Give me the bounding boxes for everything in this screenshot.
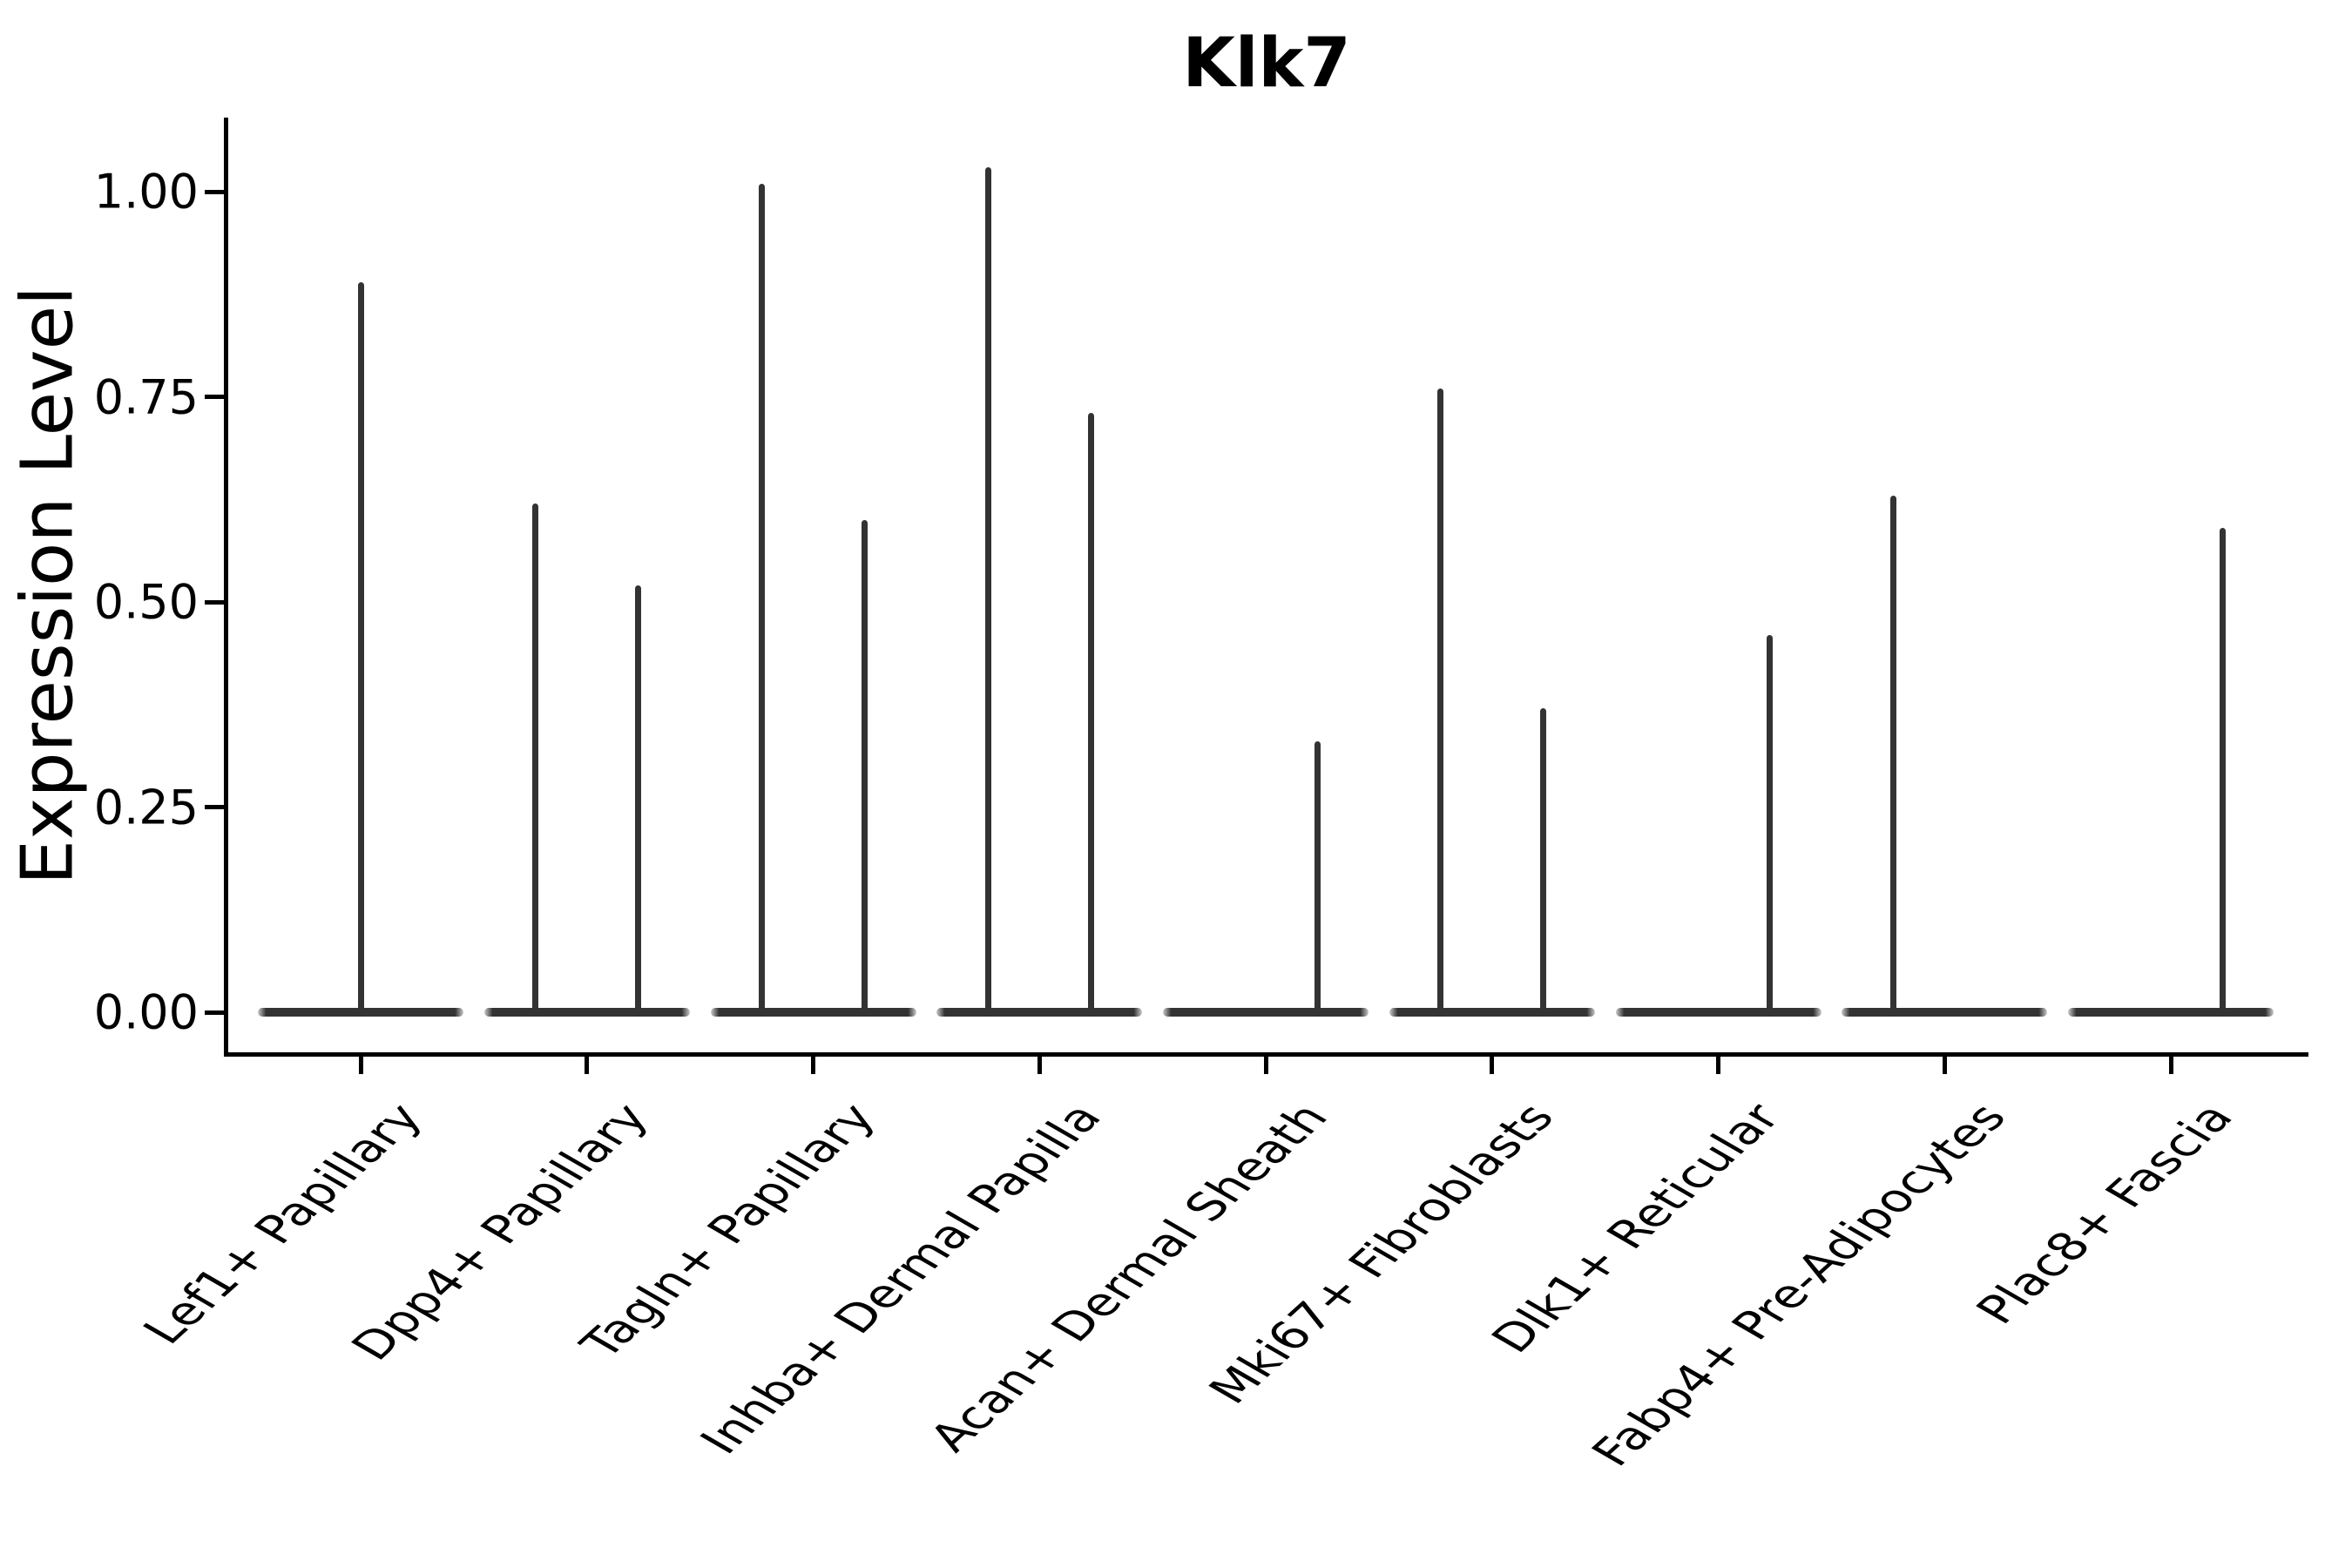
violin-spike-left bbox=[1889, 495, 1896, 1016]
x-axis-spine bbox=[224, 1052, 2308, 1057]
x-tick-mark bbox=[1942, 1055, 1947, 1074]
violin-spike-right bbox=[1087, 413, 1094, 1016]
x-tick-label: Inhba+ Dermal Papilla bbox=[689, 1096, 1113, 1463]
y-tick-label: 0.50 bbox=[93, 574, 199, 630]
violin-spike-right bbox=[862, 519, 868, 1016]
violin-base bbox=[936, 1008, 1143, 1017]
y-tick-mark bbox=[205, 1010, 224, 1015]
x-tick-mark bbox=[1490, 1055, 1495, 1074]
x-tick-mark bbox=[1716, 1055, 1720, 1074]
y-tick-label: 0.00 bbox=[93, 984, 199, 1040]
violin-spike-left bbox=[759, 183, 765, 1016]
violin-spike-right bbox=[1314, 741, 1321, 1016]
chart-title: Klk7 bbox=[1182, 24, 1351, 103]
y-tick-mark bbox=[205, 805, 224, 809]
violin-spike-left bbox=[532, 503, 539, 1016]
y-tick-label: 1.00 bbox=[93, 164, 199, 220]
x-tick-mark bbox=[1037, 1055, 1042, 1074]
y-tick-mark bbox=[205, 599, 224, 605]
violin-spike-left bbox=[984, 166, 991, 1016]
violin-spike-left bbox=[1437, 389, 1444, 1016]
x-tick-mark bbox=[2168, 1055, 2173, 1074]
violin-spike-center bbox=[357, 281, 364, 1016]
y-tick-label: 0.75 bbox=[93, 369, 199, 424]
y-tick-mark bbox=[205, 395, 224, 399]
violin-spike-right bbox=[635, 585, 642, 1016]
violin-base bbox=[1615, 1008, 1821, 1017]
y-axis-spine bbox=[224, 118, 228, 1057]
y-tick-label: 0.25 bbox=[93, 780, 199, 835]
violin-base bbox=[1389, 1008, 1595, 1017]
violin-base bbox=[1163, 1008, 1369, 1017]
x-tick-mark bbox=[358, 1055, 363, 1074]
violin-base bbox=[710, 1008, 916, 1017]
x-tick-label: Fabp4+ Pre-Adipocytes bbox=[1580, 1096, 2018, 1475]
x-tick-label: Acan+ Dermal Sheath bbox=[917, 1096, 1340, 1460]
x-tick-mark bbox=[585, 1055, 590, 1074]
x-tick-mark bbox=[1263, 1055, 1268, 1074]
violin-base bbox=[483, 1008, 690, 1017]
x-tick-mark bbox=[811, 1055, 815, 1074]
violin-base bbox=[1842, 1008, 2048, 1017]
y-tick-mark bbox=[205, 189, 224, 194]
violin-base bbox=[2068, 1008, 2274, 1017]
violin-spike-right bbox=[1767, 634, 1773, 1016]
violin-spike-right bbox=[1540, 708, 1547, 1016]
violin-spike-right bbox=[2219, 528, 2226, 1016]
